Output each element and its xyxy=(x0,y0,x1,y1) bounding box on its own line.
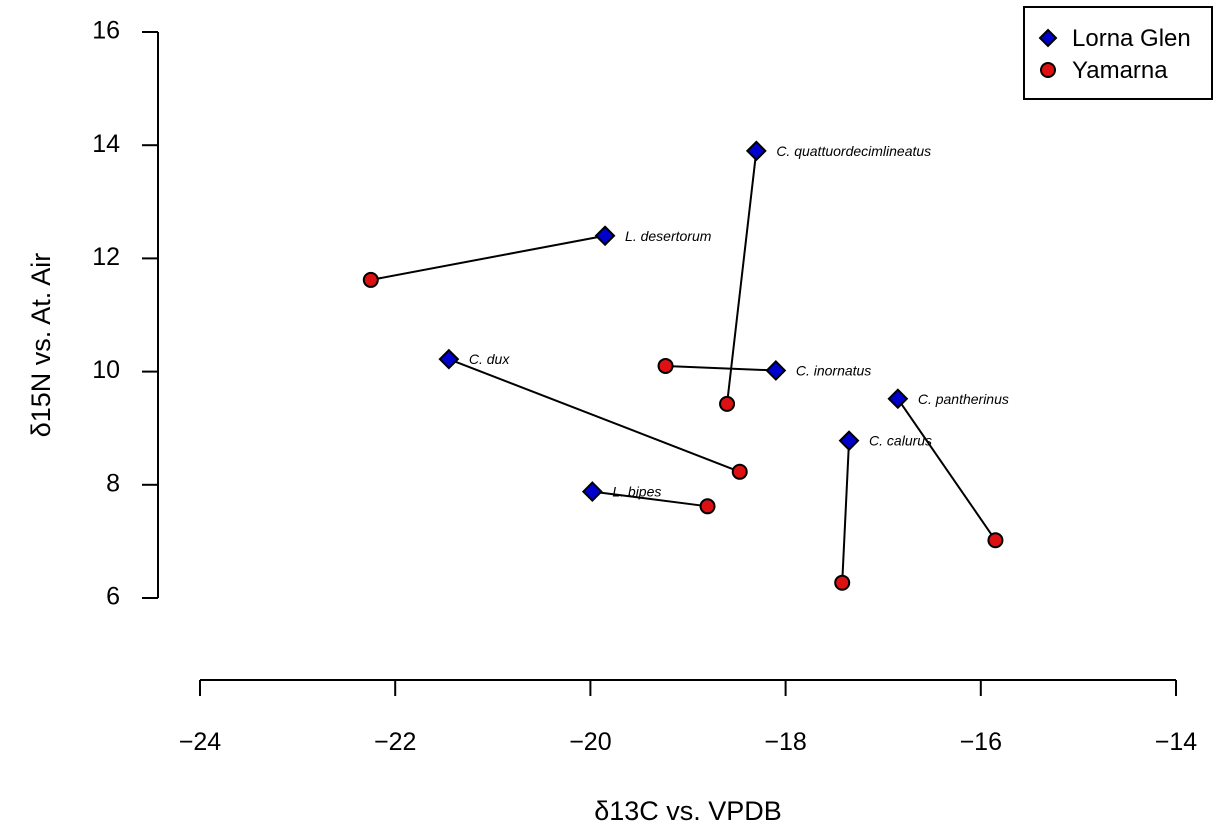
pair-connector xyxy=(370,234,606,281)
legend-label-yamarna: Yamarna xyxy=(1072,57,1168,84)
point-label: L. desertorum xyxy=(625,228,712,244)
y-tick-label: 6 xyxy=(106,583,120,611)
x-tick-label: −18 xyxy=(764,728,806,756)
lorna-glen-point xyxy=(765,360,787,381)
y-tick-label: 8 xyxy=(106,469,120,497)
pair-connectors xyxy=(370,150,997,583)
pair-connector xyxy=(592,490,708,508)
x-tick-label: −16 xyxy=(960,728,1002,756)
lorna-glen-point xyxy=(838,430,860,452)
legend-label-lorna-glen: Lorna Glen xyxy=(1072,25,1191,52)
point-label: C. inornatus xyxy=(796,362,871,378)
y-axis: 6 8 10 12 14 16 δ15N vs. At. Air xyxy=(26,17,159,611)
legend-marker-yamarna xyxy=(1040,62,1056,78)
legend-box xyxy=(1023,6,1213,100)
point-label: C. quattuordecimlineatus xyxy=(776,143,931,159)
lorna-glen-point xyxy=(594,225,616,247)
pair-connector xyxy=(897,398,997,541)
data-points xyxy=(362,140,1004,591)
y-axis-title: δ15N vs. At. Air xyxy=(26,253,56,438)
yamarna-point xyxy=(719,395,736,412)
y-tick-label: 14 xyxy=(92,130,120,158)
y-tick-label: 12 xyxy=(92,243,120,271)
pair-connector xyxy=(726,150,758,404)
x-axis-title: δ13C vs. VPDB xyxy=(594,796,782,826)
yamarna-point xyxy=(699,498,716,515)
pair-connector xyxy=(841,440,851,583)
yamarna-point xyxy=(731,463,748,480)
point-label: C. pantherinus xyxy=(918,391,1009,407)
yamarna-point xyxy=(834,574,851,591)
y-tick-label: 16 xyxy=(92,17,120,45)
x-tick-label: −24 xyxy=(179,728,222,756)
pair-connector xyxy=(448,358,741,473)
legend-marker-lorna-glen xyxy=(1038,28,1058,48)
x-tick-label: −20 xyxy=(569,728,611,756)
point-label: C. dux xyxy=(469,351,510,367)
x-tick-label: −22 xyxy=(374,728,416,756)
y-tick-label: 10 xyxy=(92,356,120,384)
x-tick-label: −14 xyxy=(1155,728,1198,756)
yamarna-point xyxy=(657,357,674,374)
point-label: L. bipes xyxy=(612,484,661,500)
y-ticks: 6 8 10 12 14 16 xyxy=(92,17,158,611)
yamarna-point xyxy=(362,271,379,288)
lorna-glen-point xyxy=(887,388,909,410)
x-ticks: −24 −22 −20 −18 −16 −14 xyxy=(179,680,1198,756)
pair-connector xyxy=(665,364,776,372)
lorna-glen-point xyxy=(438,348,460,370)
legend-entries: Lorna Glen Yamarna xyxy=(1038,25,1191,84)
x-axis: −24 −22 −20 −18 −16 −14 δ13C vs. VPDB xyxy=(179,679,1198,826)
yamarna-point xyxy=(987,532,1004,549)
lorna-glen-point xyxy=(745,140,767,162)
point-labels: C. quattuordecimlineatus L. desertorum C. … xyxy=(469,143,1009,500)
point-label: C. calurus xyxy=(869,433,932,449)
legend: Lorna Glen Yamarna xyxy=(1023,6,1213,100)
lorna-glen-point xyxy=(581,481,603,503)
